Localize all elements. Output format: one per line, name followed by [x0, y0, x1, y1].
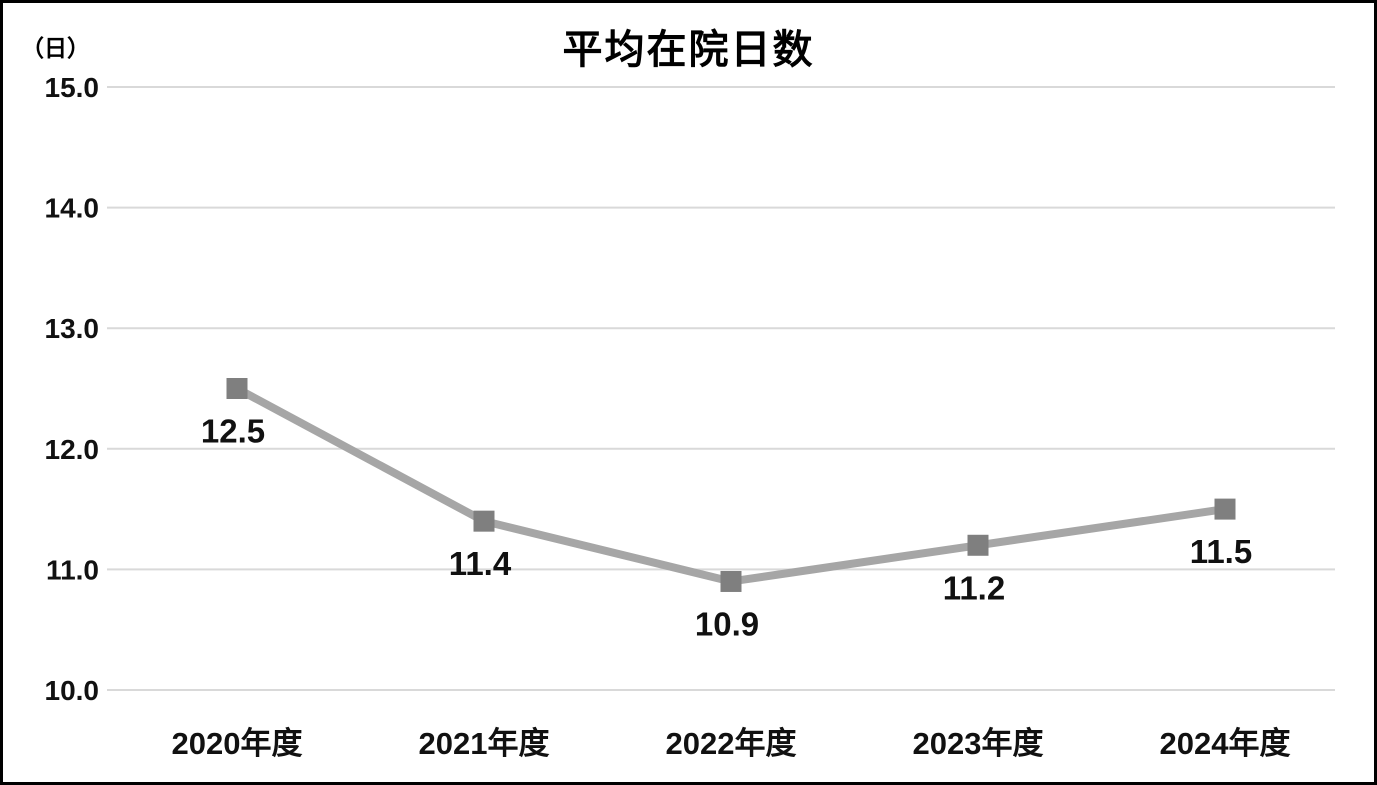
x-axis-tick-label: 2021年度 [419, 726, 550, 761]
gridlines-group [107, 86, 1335, 691]
data-point-marker [473, 510, 495, 532]
data-point-label: 11.2 [943, 569, 1005, 606]
x-axis-tick-label: 2020年度 [172, 726, 303, 761]
x-axis-tick-label: 2024年度 [1160, 726, 1291, 761]
y-axis-tick-label: 14.0 [45, 193, 100, 224]
data-point-label: 12.5 [201, 413, 265, 450]
data-point-label: 11.5 [1190, 533, 1252, 570]
data-point-marker [1214, 498, 1236, 520]
x-axis-tick-label: 2023年度 [913, 726, 1044, 761]
data-point-marker [226, 378, 248, 399]
line-chart-plot: 15.014.013.012.011.010.0 2020年度 2021年度 202… [45, 72, 1335, 761]
x-axis-tick-label: 2022年度 [666, 726, 797, 761]
y-axis-tick-label: 15.0 [45, 72, 100, 103]
data-labels-group: 12.5 11.4 10.9 11.2 11.5 [201, 413, 1252, 643]
x-axis-labels-group: 2020年度 2021年度 2022年度 2023年度 2024年度 [172, 726, 1291, 761]
y-axis-tick-label: 10.0 [45, 675, 100, 706]
y-axis-tick-label: 11.0 [46, 554, 99, 585]
series-line [235, 384, 1226, 586]
chart-title: 平均在院日数 [562, 28, 815, 72]
y-axis-labels-group: 15.0 14.0 13.0 12.0 11.0 10.0 [45, 72, 100, 706]
data-point-label: 11.4 [449, 545, 512, 582]
series-group [226, 378, 1236, 592]
y-axis-unit-label: （日） [21, 35, 90, 61]
data-point-marker [720, 570, 742, 592]
data-point-label: 10.9 [695, 605, 759, 642]
y-axis-tick-label: 12.0 [45, 434, 100, 465]
y-axis-tick-label: 13.0 [45, 313, 100, 344]
data-point-marker [967, 534, 989, 556]
